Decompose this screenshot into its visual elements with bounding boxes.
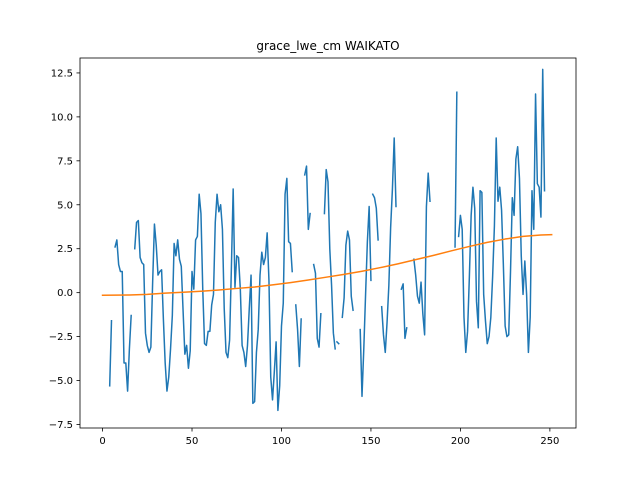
series-1-segment-2 (114, 239, 132, 392)
series-2-segment-1 (101, 233, 553, 297)
plot-area (101, 68, 553, 412)
x-axis: 0 50 100 150 200 250 (99, 428, 559, 447)
series-1-segment-13 (380, 137, 397, 354)
chart-title: grace_lwe_cm WAIKATO (256, 39, 399, 53)
y-tick-label: 10.0 (51, 112, 73, 123)
series-1-segment-7 (323, 168, 336, 350)
axes-frame (79, 57, 577, 429)
series-1-segment-4 (294, 304, 302, 368)
y-axis: −7.5 −5.0 −2.5 0.0 2.5 5.0 7.5 10.0 12.5 (49, 68, 80, 431)
series-1-segment-1 (108, 320, 113, 387)
x-tick-label: 200 (451, 436, 470, 447)
series-1-segment-6 (312, 263, 322, 348)
series-1-segment-17 (457, 68, 546, 354)
series-1-segment-5 (303, 165, 311, 231)
x-tick-label: 0 (99, 436, 105, 447)
y-tick-label: 12.5 (51, 68, 73, 79)
x-tick-label: 250 (540, 436, 559, 447)
y-tick-label: 5.0 (57, 200, 73, 211)
series-1-segment-11 (359, 205, 372, 398)
y-tick-label: −5.0 (49, 376, 73, 387)
series-1-segment-3 (133, 177, 294, 412)
series-1-segment-14 (400, 283, 408, 340)
y-tick-label: −2.5 (49, 332, 73, 343)
series-1-segment-12 (371, 193, 379, 241)
y-tick-label: 0.0 (57, 288, 73, 299)
x-tick-label: 50 (186, 436, 199, 447)
series-1-segment-15 (413, 172, 431, 336)
x-tick-label: 100 (272, 436, 291, 447)
x-tick-label: 150 (361, 436, 380, 447)
series-1-segment-8 (335, 340, 340, 345)
series-1-segment-16 (454, 91, 458, 248)
series-1-segment-9 (341, 230, 354, 319)
y-tick-label: 7.5 (57, 156, 73, 167)
y-tick-label: 2.5 (57, 244, 73, 255)
y-tick-label: −7.5 (49, 420, 73, 431)
